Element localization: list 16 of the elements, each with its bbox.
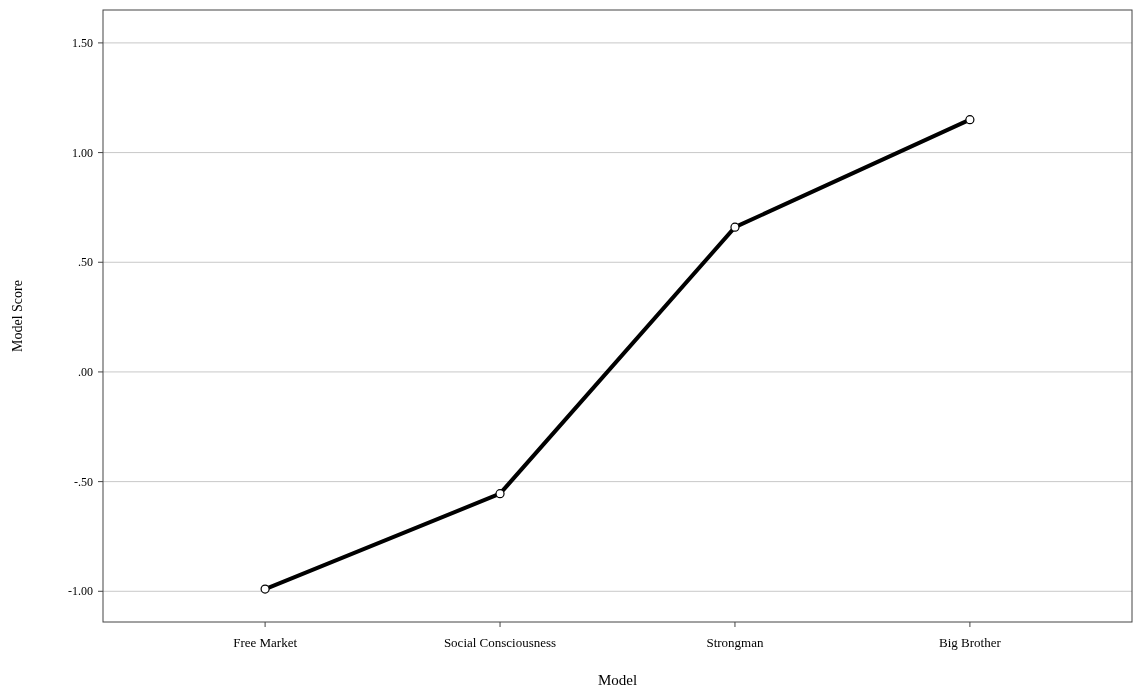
y-tick-label: -.50 — [74, 474, 93, 489]
y-axis-title: Model Score — [10, 280, 25, 352]
x-tick-label: Strongman — [706, 635, 764, 650]
point — [965, 115, 975, 125]
y-tick-label: .00 — [78, 365, 93, 380]
point — [260, 584, 270, 594]
point — [495, 489, 505, 499]
y-tick-label: -1.00 — [68, 584, 93, 599]
y-tick-label: 1.00 — [72, 145, 93, 160]
y-tick-label: 1.50 — [72, 36, 93, 51]
point — [730, 222, 740, 232]
y-tick-label: .50 — [78, 255, 93, 270]
x-tick-label: Free Market — [233, 635, 298, 650]
x-axis-title: Model — [597, 672, 638, 688]
x-tick-label: Social Consciousness — [443, 635, 557, 650]
x-tick-label: Big Brother — [939, 635, 1002, 650]
